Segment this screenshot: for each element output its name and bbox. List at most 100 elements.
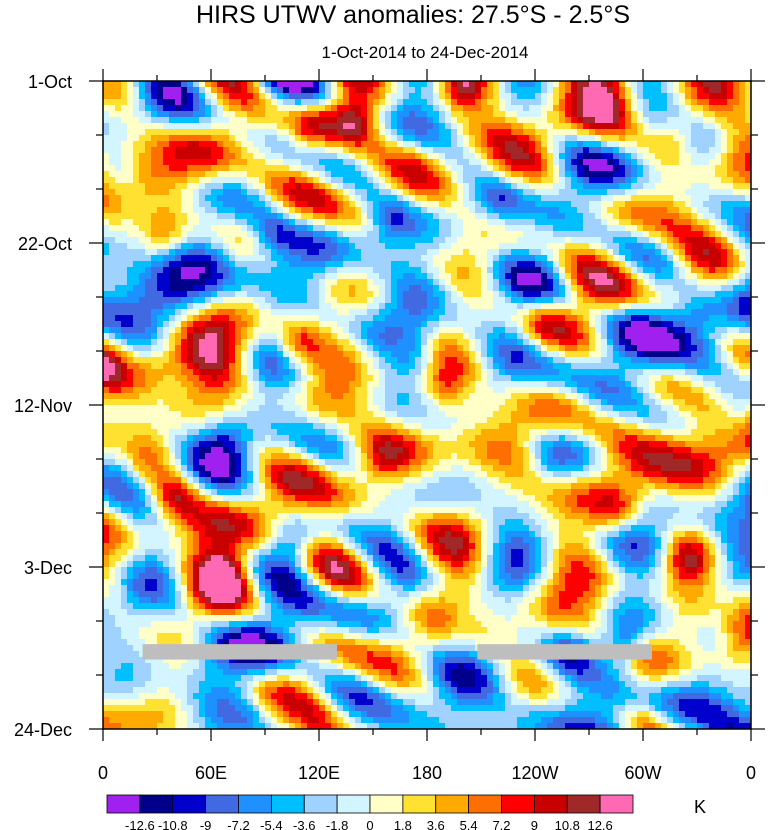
field-cell <box>187 129 194 136</box>
field-cell <box>463 237 470 244</box>
field-cell <box>361 213 368 220</box>
field-cell <box>655 117 662 124</box>
field-cell <box>385 243 392 250</box>
field-cell <box>589 279 596 286</box>
field-cell <box>283 225 290 232</box>
field-cell <box>505 309 512 316</box>
field-cell <box>403 219 410 226</box>
field-cell <box>133 201 140 208</box>
field-cell <box>385 207 392 214</box>
field-cell <box>691 327 698 334</box>
field-cell <box>499 255 506 262</box>
field-cell <box>709 159 716 166</box>
field-cell <box>277 135 284 142</box>
field-cell <box>271 273 278 280</box>
field-cell <box>715 303 722 310</box>
field-cell <box>565 123 572 130</box>
field-cell <box>325 279 332 286</box>
field-cell <box>547 327 554 334</box>
field-cell <box>445 273 452 280</box>
field-cell <box>517 189 524 196</box>
field-cell <box>337 309 344 316</box>
field-cell <box>277 231 284 238</box>
field-cell <box>301 321 308 328</box>
field-cell <box>229 213 236 220</box>
field-cell <box>487 237 494 244</box>
field-cell <box>745 303 752 310</box>
field-cell <box>553 147 560 154</box>
field-cell <box>247 195 254 202</box>
field-cell <box>139 327 146 334</box>
field-cell <box>499 267 506 274</box>
field-cell <box>523 177 530 184</box>
field-cell <box>283 273 290 280</box>
field-cell <box>301 93 308 100</box>
field-cell <box>649 177 656 184</box>
field-cell <box>703 333 710 340</box>
field-cell <box>337 351 344 358</box>
field-cell <box>475 87 482 94</box>
field-cell <box>637 123 644 130</box>
field-cell <box>577 81 584 88</box>
field-cell <box>397 237 404 244</box>
field-cell <box>409 123 416 130</box>
field-cell <box>433 321 440 328</box>
field-cell <box>307 297 314 304</box>
field-cell <box>355 345 362 352</box>
field-cell <box>655 219 662 226</box>
field-cell <box>583 165 590 172</box>
field-cell <box>745 183 752 190</box>
field-cell <box>547 309 554 316</box>
field-cell <box>715 333 722 340</box>
field-cell <box>625 81 632 88</box>
field-cell <box>403 267 410 274</box>
field-cell <box>247 135 254 142</box>
field-cell <box>715 327 722 334</box>
field-cell <box>427 213 434 220</box>
field-cell <box>427 177 434 184</box>
field-cell <box>451 249 458 256</box>
field-cell <box>319 195 326 202</box>
field-cell <box>637 135 644 142</box>
field-cell <box>403 159 410 166</box>
field-cell <box>577 333 584 340</box>
field-cell <box>415 213 422 220</box>
field-cell <box>667 99 674 106</box>
field-cell <box>235 141 242 148</box>
field-cell <box>421 321 428 328</box>
field-cell <box>403 153 410 160</box>
field-cell <box>529 273 536 280</box>
field-cell <box>625 87 632 94</box>
field-cell <box>319 219 326 226</box>
field-cell <box>475 243 482 250</box>
field-cell <box>127 261 134 268</box>
field-cell <box>337 219 344 226</box>
field-cell <box>607 189 614 196</box>
field-cell <box>421 165 428 172</box>
field-cell <box>745 345 752 352</box>
field-cell <box>469 321 476 328</box>
field-cell <box>745 195 752 202</box>
field-cell <box>439 159 446 166</box>
field-cell <box>649 315 656 322</box>
field-cell <box>697 105 704 112</box>
field-cell <box>247 171 254 178</box>
field-cell <box>115 285 122 292</box>
field-cell <box>739 135 746 142</box>
field-cell <box>163 231 170 238</box>
field-cell <box>625 309 632 316</box>
field-cell <box>709 165 716 172</box>
field-cell <box>343 177 350 184</box>
field-cell <box>511 99 518 106</box>
field-cell <box>493 123 500 130</box>
field-cell <box>349 189 356 196</box>
field-cell <box>679 273 686 280</box>
field-cell <box>181 159 188 166</box>
field-cell <box>451 105 458 112</box>
field-cell <box>163 141 170 148</box>
field-cell <box>133 333 140 340</box>
field-cell <box>307 105 314 112</box>
field-cell <box>541 159 548 166</box>
field-cell <box>679 267 686 274</box>
field-cell <box>337 129 344 136</box>
